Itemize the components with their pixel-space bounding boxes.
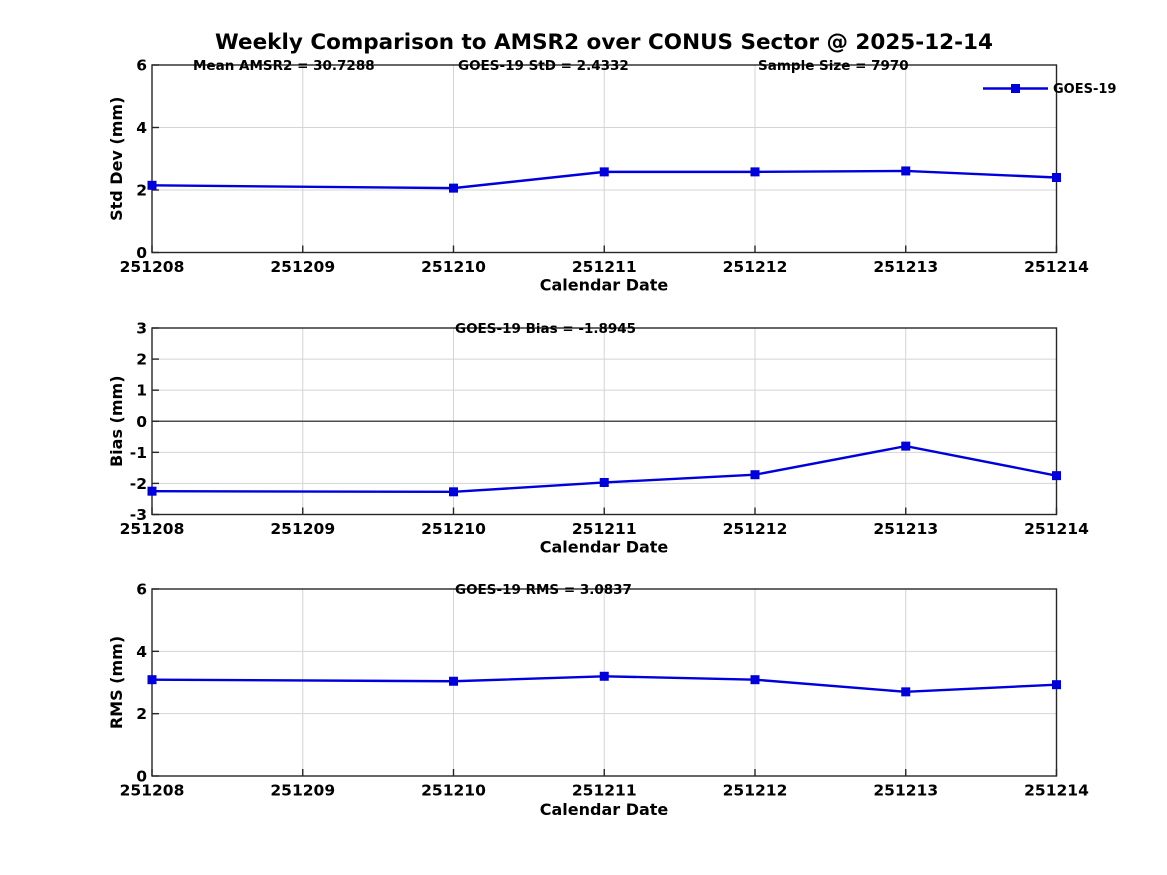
x-tick-label: 251209	[270, 520, 335, 538]
x-tick-label: 251208	[120, 258, 185, 276]
x-tick-label: 251213	[873, 782, 938, 800]
data-point-marker	[1052, 173, 1061, 182]
xlabel-std-dev: Calendar Date	[540, 276, 669, 295]
annotation-goes19-std: GOES-19 StD = 2.4332	[458, 58, 629, 74]
data-point-marker	[449, 487, 458, 497]
xlabel-bias: Calendar Date	[540, 538, 669, 557]
annotation-mean-amsr2: Mean AMSR2 = 30.7288	[193, 58, 375, 74]
y-tick-label: 4	[136, 119, 147, 137]
x-tick-label: 251214	[1024, 782, 1089, 800]
data-point-marker	[147, 486, 157, 496]
data-point-marker	[750, 675, 760, 685]
data-point-marker	[599, 477, 609, 487]
y-tick-label: 2	[136, 182, 147, 200]
x-tick-label: 251211	[572, 520, 637, 538]
data-point-marker	[1052, 471, 1061, 481]
y-tick-label: 1	[136, 382, 147, 400]
data-point-marker	[147, 180, 157, 190]
ylabel-rms: RMS (mm)	[107, 636, 126, 729]
y-tick-label: 3	[136, 320, 147, 338]
y-tick-label: 0	[136, 244, 147, 262]
legend-label-goes19: GOES-19	[1053, 82, 1116, 97]
data-point-marker	[901, 441, 911, 451]
x-tick-label: 251211	[572, 258, 637, 276]
annotation-goes19-bias: GOES-19 Bias = -1.8945	[455, 321, 636, 337]
ylabel-std-dev: Std Dev (mm)	[107, 97, 126, 221]
data-point-marker	[901, 166, 911, 176]
y-tick-label: 0	[136, 413, 147, 431]
x-tick-label: 251208	[120, 520, 185, 538]
x-tick-label: 251212	[723, 520, 788, 538]
x-tick-label: 251211	[572, 782, 637, 800]
y-tick-label: -2	[130, 475, 147, 493]
x-tick-label: 251212	[723, 782, 788, 800]
charts-layer: 251208 251209 251210 251211 251212 251213 2512…	[120, 57, 1089, 800]
y-tick-label: 2	[136, 705, 147, 723]
legend: GOES-19	[983, 82, 1116, 97]
y-tick-label: 6	[136, 581, 147, 599]
x-tick-label: 251210	[421, 782, 486, 800]
x-tick-label: 251209	[270, 782, 335, 800]
x-tick-label: 251213	[873, 520, 938, 538]
x-tick-label: 251214	[1024, 520, 1089, 538]
data-point-marker	[147, 675, 157, 685]
x-tick-label: 251213	[873, 258, 938, 276]
y-tick-label: -1	[130, 444, 147, 462]
y-tick-label: 2	[136, 351, 147, 369]
y-tick-label: 6	[136, 57, 147, 75]
data-point-marker	[449, 676, 458, 686]
data-point-marker	[750, 167, 760, 177]
series-line-goes19	[151, 444, 1057, 494]
data-point-marker	[599, 671, 609, 681]
data-point-marker	[449, 183, 458, 193]
x-tick-label: 251212	[723, 258, 788, 276]
subplot-bias: 251208 251209 251210 251211 251212 251213 2512…	[120, 320, 1089, 539]
y-tick-label: 4	[136, 643, 147, 661]
series-line-goes19	[151, 169, 1057, 190]
subplot-std_dev: 251208 251209 251210 251211 251212 251213 2512…	[120, 57, 1089, 277]
x-tick-label: 251209	[270, 258, 335, 276]
data-point-marker	[750, 470, 760, 480]
series-line-goes19	[151, 675, 1057, 694]
subplot-rms: 251208 251209 251210 251211 251212 251213 2512…	[120, 581, 1089, 800]
data-point-marker	[599, 167, 609, 177]
annotation-goes19-rms: GOES-19 RMS = 3.0837	[455, 582, 632, 598]
ylabel-bias: Bias (mm)	[107, 375, 126, 467]
legend-marker-icon	[1011, 84, 1020, 93]
x-tick-label: 251214	[1024, 258, 1089, 276]
x-tick-label: 251210	[421, 520, 486, 538]
y-tick-label: -3	[130, 506, 147, 524]
figure-title: Weekly Comparison to AMSR2 over CONUS Se…	[215, 30, 993, 55]
x-tick-label: 251210	[421, 258, 486, 276]
xlabel-rms: Calendar Date	[540, 800, 669, 819]
y-tick-label: 0	[136, 768, 147, 786]
annotation-sample-size: Sample Size = 7970	[758, 58, 909, 74]
x-tick-label: 251208	[120, 782, 185, 800]
data-point-marker	[1052, 680, 1061, 690]
data-point-marker	[901, 687, 911, 697]
